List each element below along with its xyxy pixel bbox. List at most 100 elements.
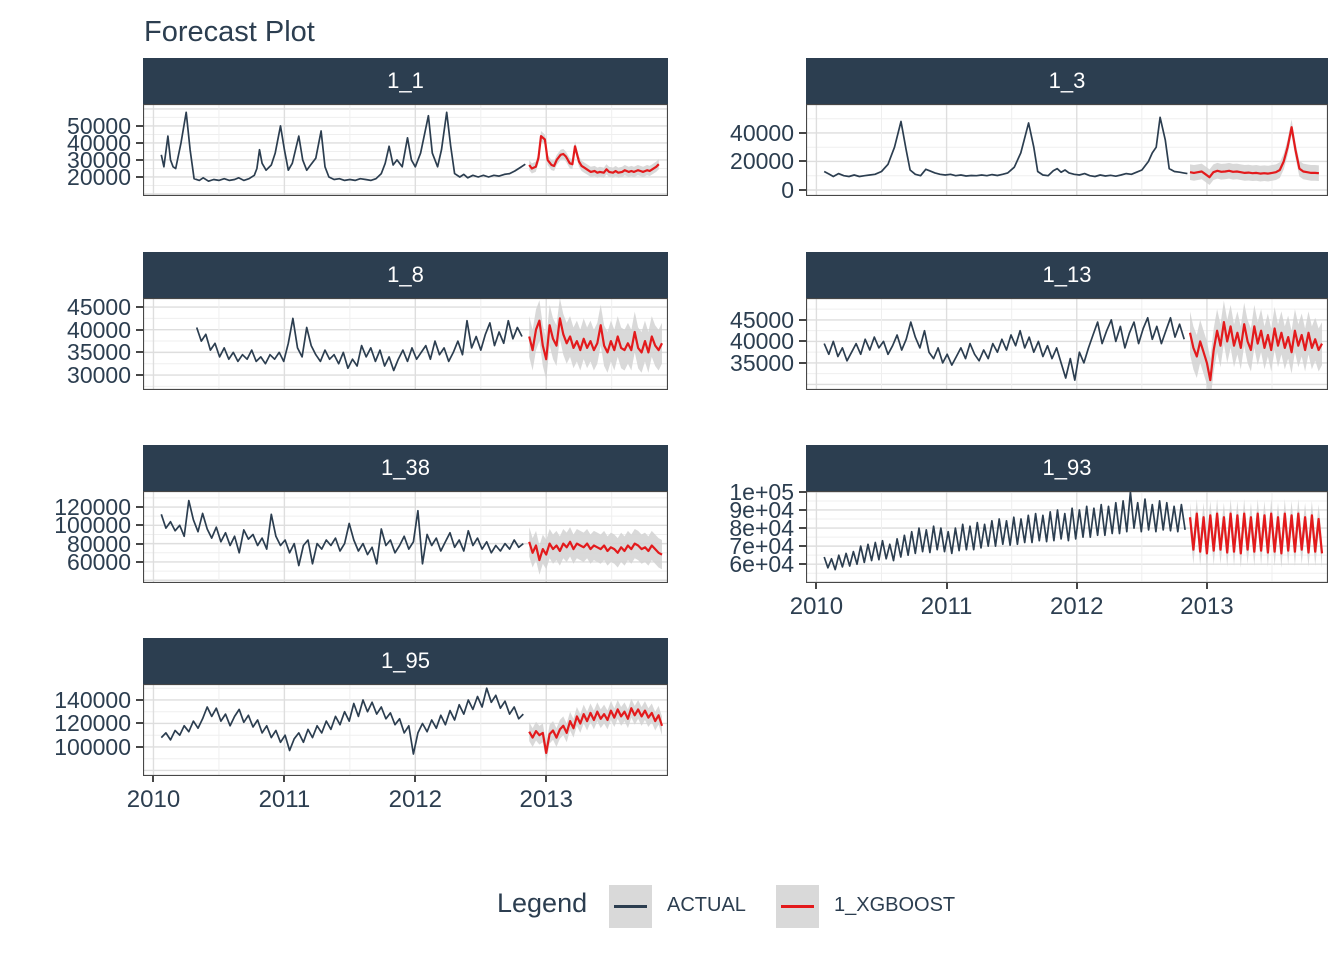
y-tick-mark (136, 351, 143, 354)
panel-plot-area (805, 490, 1329, 584)
y-tick-label: 40000 (67, 129, 131, 156)
x-tick-label: 2012 (1050, 593, 1104, 620)
panel-chart-svg (142, 103, 669, 197)
legend-title: Legend (497, 888, 588, 918)
y-tick-label: 40000 (67, 316, 131, 343)
y-tick-mark (136, 141, 143, 144)
y-tick-mark (799, 318, 806, 321)
panel-strip-label: 1_1 (143, 58, 668, 104)
y-tick-mark (136, 124, 143, 127)
panel-chart-svg (142, 297, 669, 391)
forecast-line (1188, 321, 1323, 382)
x-tick-mark (414, 776, 417, 782)
x-tick-label: 2010 (126, 786, 181, 813)
forecast-line (1188, 512, 1324, 555)
panel-plot-area (142, 103, 669, 197)
panel-strip-label: 1_38 (143, 445, 668, 491)
panel-chart-svg (805, 297, 1329, 402)
legend: Legend ACTUAL 1_XGBOOST (0, 876, 1344, 938)
y-tick-label: 40000 (730, 328, 794, 355)
panel-plot-area (805, 297, 1329, 402)
legend-key-line-xgboost (781, 905, 814, 908)
legend-key-actual (609, 885, 652, 928)
x-tick-mark (545, 776, 548, 782)
y-tick-mark (136, 374, 143, 377)
y-tick-mark (799, 563, 806, 566)
panel-strip-label: 1_13 (806, 252, 1328, 298)
y-tick-label: 45000 (67, 294, 131, 321)
y-tick-mark (136, 524, 143, 527)
y-tick-label: 30000 (67, 146, 131, 173)
y-tick-label: 30000 (67, 362, 131, 389)
panel-chart-svg (805, 103, 1329, 197)
legend-key-xgboost (776, 885, 819, 928)
confidence-ribbon (529, 131, 659, 178)
confidence-ribbon (529, 527, 662, 575)
y-tick-label: 20000 (730, 148, 794, 175)
actual-line (823, 491, 1186, 571)
y-tick-mark (136, 328, 143, 331)
legend-key-line-actual (614, 905, 647, 908)
y-tick-mark (136, 542, 143, 545)
x-tick-label: 2013 (519, 786, 573, 813)
actual-line (195, 317, 523, 372)
panel-1_95: 1_95 100000 120000 140000 2010 2011 2012 2013 (54, 638, 669, 813)
panel-plot-area (142, 490, 669, 584)
panel-1_93: 1_93 6e+04 7e+04 8e+04 9e+04 1e+05 2010 2011 201… (729, 445, 1329, 620)
y-tick-mark (799, 527, 806, 530)
y-tick-label: 0 (781, 177, 794, 203)
y-tick-mark (136, 175, 143, 178)
y-tick-mark (799, 131, 806, 134)
y-tick-label: 35000 (730, 349, 794, 376)
panel-strip-label: 1_3 (806, 58, 1328, 104)
x-tick-mark (283, 776, 286, 782)
y-tick-label: 7e+04 (729, 533, 794, 560)
y-tick-mark (799, 361, 806, 364)
y-tick-mark (136, 506, 143, 509)
panel-strip-label: 1_93 (806, 445, 1328, 491)
panel-plot-area (142, 683, 669, 777)
x-tick-label: 2013 (1180, 593, 1234, 620)
y-tick-mark (799, 340, 806, 343)
forecast-line (528, 317, 663, 361)
y-tick-mark (799, 545, 806, 548)
panel-1_1: 1_1 20000 30000 40000 50000 (67, 58, 669, 197)
confidence-ribbon (529, 698, 662, 763)
forecast-line (528, 134, 660, 174)
x-tick-label: 2011 (920, 593, 973, 620)
forecast-line (528, 540, 663, 562)
y-tick-label: 50000 (67, 112, 131, 139)
y-tick-label: 60000 (67, 548, 131, 575)
x-tick-label: 2012 (388, 786, 442, 813)
y-tick-label: 20000 (67, 163, 131, 190)
y-tick-label: 6e+04 (729, 551, 794, 578)
plot-title: Forecast Plot (144, 16, 315, 48)
y-tick-label: 140000 (54, 686, 131, 713)
actual-line (823, 116, 1188, 178)
panel-plot-area (142, 297, 669, 391)
panel-strip-label: 1_8 (143, 252, 668, 298)
panel-plot-area (805, 103, 1329, 197)
panel-1_3: 1_3 0 20000 40000 (730, 58, 1329, 202)
y-tick-label: 40000 (730, 119, 794, 146)
actual-line (823, 316, 1186, 381)
legend-label-xgboost: 1_XGBOOST (834, 894, 956, 916)
x-tick-mark (945, 583, 948, 589)
y-tick-mark (799, 490, 806, 493)
y-tick-label: 45000 (730, 306, 794, 333)
y-tick-mark (136, 158, 143, 161)
y-tick-mark (799, 508, 806, 511)
actual-line (160, 499, 524, 567)
x-tick-mark (1205, 583, 1208, 589)
y-tick-mark (136, 306, 143, 309)
y-tick-label: 35000 (67, 339, 131, 366)
legend-label-actual: ACTUAL (667, 894, 746, 916)
y-tick-mark (136, 722, 143, 725)
panel-1_38: 1_38 60000 80000 100000 120000 (54, 445, 669, 584)
panel-1_8: 1_8 30000 35000 40000 45000 (67, 252, 669, 391)
confidence-ribbon (1190, 119, 1319, 186)
y-tick-label: 120000 (54, 494, 131, 521)
forecast-line (1189, 126, 1319, 179)
panel-1_13: 1_13 35000 40000 45000 (730, 252, 1329, 402)
